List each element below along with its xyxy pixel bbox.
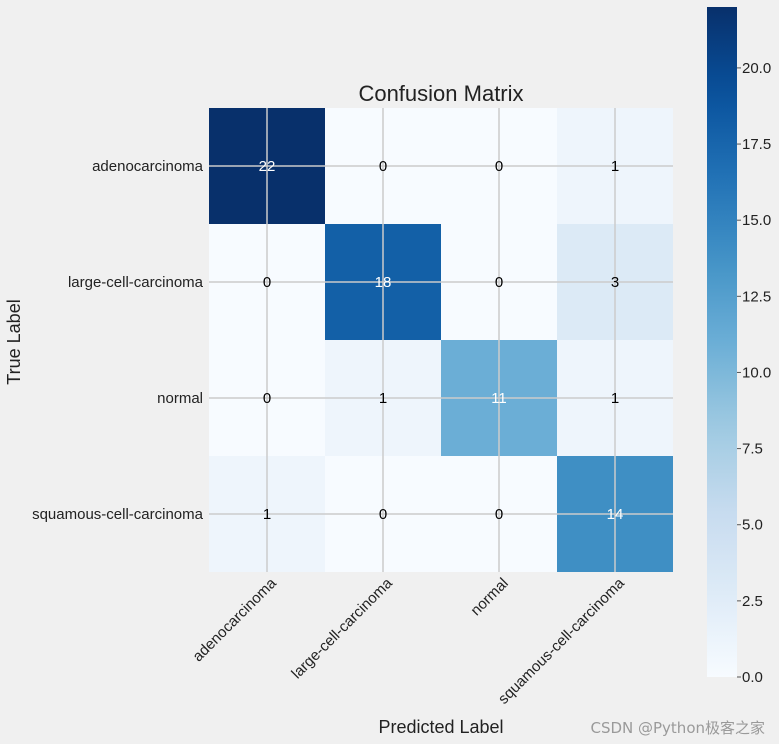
cell-value-label: 0 — [263, 390, 271, 407]
x-tick-label: adenocarcinoma — [189, 574, 280, 665]
colorbar-tick-label: 12.5 — [742, 288, 771, 305]
cell-value-label: 0 — [495, 158, 503, 175]
cell-value-label: 3 — [611, 274, 619, 291]
y-axis-label: True Label — [4, 299, 24, 384]
colorbar-tick-label: 7.5 — [742, 441, 763, 458]
colorbar-tick-label: 2.5 — [742, 593, 763, 610]
cell-value-label: 0 — [379, 506, 387, 523]
colorbar-tick-label: 5.0 — [742, 517, 763, 534]
colorbar-tick-label: 10.0 — [742, 364, 771, 381]
y-tick-label: adenocarcinoma — [92, 158, 204, 175]
cell-value-label: 0 — [495, 274, 503, 291]
cell-value-label: 1 — [611, 390, 619, 407]
x-tick-label: large-cell-carcinoma — [288, 574, 396, 682]
watermark: CSDN @Python极客之家 — [590, 719, 765, 737]
cell-value-label: 22 — [259, 158, 276, 175]
x-tick-label: normal — [467, 575, 511, 619]
cell-value-label: 1 — [611, 158, 619, 175]
x-tick-label: squamous-cell-carcinoma — [495, 574, 628, 707]
colorbar-tick-label: 17.5 — [742, 136, 771, 153]
colorbar — [707, 7, 737, 677]
chart-title: Confusion Matrix — [358, 81, 523, 106]
cell-value-label: 14 — [607, 506, 624, 523]
colorbar-tick-label: 15.0 — [742, 212, 771, 229]
colorbar-tick-label: 0.0 — [742, 669, 763, 686]
cell-value-label: 1 — [379, 390, 387, 407]
colorbar-tick-label: 20.0 — [742, 60, 771, 77]
x-axis-label: Predicted Label — [378, 717, 503, 737]
cell-value-label: 11 — [491, 390, 507, 407]
cell-value-label: 18 — [375, 274, 392, 291]
y-tick-label: large-cell-carcinoma — [68, 274, 204, 291]
cell-value-label: 0 — [379, 158, 387, 175]
y-tick-label: normal — [157, 390, 203, 407]
cell-value-label: 0 — [263, 274, 271, 291]
y-tick-label: squamous-cell-carcinoma — [32, 506, 204, 523]
cell-value-label: 1 — [263, 506, 271, 523]
cell-value-label: 0 — [495, 506, 503, 523]
